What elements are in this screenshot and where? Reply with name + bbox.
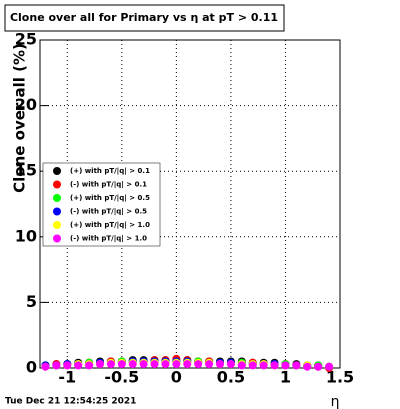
point [161, 360, 170, 369]
point [248, 361, 257, 370]
point [128, 360, 137, 369]
point [270, 361, 279, 370]
legend-marker [53, 180, 61, 189]
plot-frame [39, 39, 341, 369]
point [303, 362, 312, 371]
point [85, 361, 94, 370]
y-tick-label: 0 [26, 358, 37, 377]
x-tick-label: 1.5 [326, 368, 354, 387]
legend-label: (-) with pT/|q| > 0.1 [70, 181, 147, 190]
point [226, 360, 235, 369]
y-tick-label: 15 [15, 161, 37, 180]
point [172, 360, 181, 369]
legend-label: (-) with pT/|q| > 1.0 [70, 235, 147, 244]
x-tick-label: -1 [58, 368, 76, 387]
point [183, 360, 192, 369]
point [237, 361, 246, 370]
x-tick-label: 0 [171, 368, 182, 387]
legend-marker [53, 167, 61, 175]
point [281, 361, 290, 370]
point [96, 360, 104, 369]
x-axis-label: η [331, 394, 340, 409]
chart-title: Clone over all for Primary vs η at pT > … [10, 11, 278, 24]
legend-marker [53, 207, 61, 216]
point [259, 361, 268, 370]
point [292, 361, 301, 370]
footer: Tue Dec 21 12:54:25 2021 [5, 397, 136, 407]
legend-label: (+) with pT/|q| > 0.5 [70, 194, 150, 203]
y-axis-label: Clone over all (%) [11, 43, 29, 193]
legend-label: (+) with pT/|q| > 1.0 [70, 221, 150, 230]
point [205, 360, 214, 369]
point [117, 360, 126, 369]
x-tick-label: 0.5 [217, 368, 245, 387]
title-box [4, 4, 285, 32]
y-tick-label: 25 [15, 30, 37, 49]
x-tick-label: -0.5 [104, 368, 139, 387]
point [52, 361, 61, 370]
y-tick-label: 20 [15, 95, 37, 114]
legend-box [42, 162, 161, 247]
y-tick-label: 5 [26, 292, 37, 311]
point [314, 362, 323, 371]
legend-marker [53, 194, 61, 202]
point [216, 360, 224, 369]
y-tick-label: 10 [15, 226, 37, 245]
legend-label: (+) with pT/|q| > 0.1 [70, 167, 150, 176]
x-tick-label: 1 [280, 368, 291, 387]
legend-marker [53, 221, 61, 229]
legend-marker [53, 234, 61, 243]
point [74, 361, 83, 370]
point [194, 360, 203, 369]
point [325, 362, 334, 371]
point [139, 360, 148, 369]
point [106, 360, 115, 369]
point [63, 361, 72, 370]
legend-label: (-) with pT/|q| > 0.5 [70, 208, 147, 217]
point [150, 360, 159, 369]
point [41, 362, 50, 371]
